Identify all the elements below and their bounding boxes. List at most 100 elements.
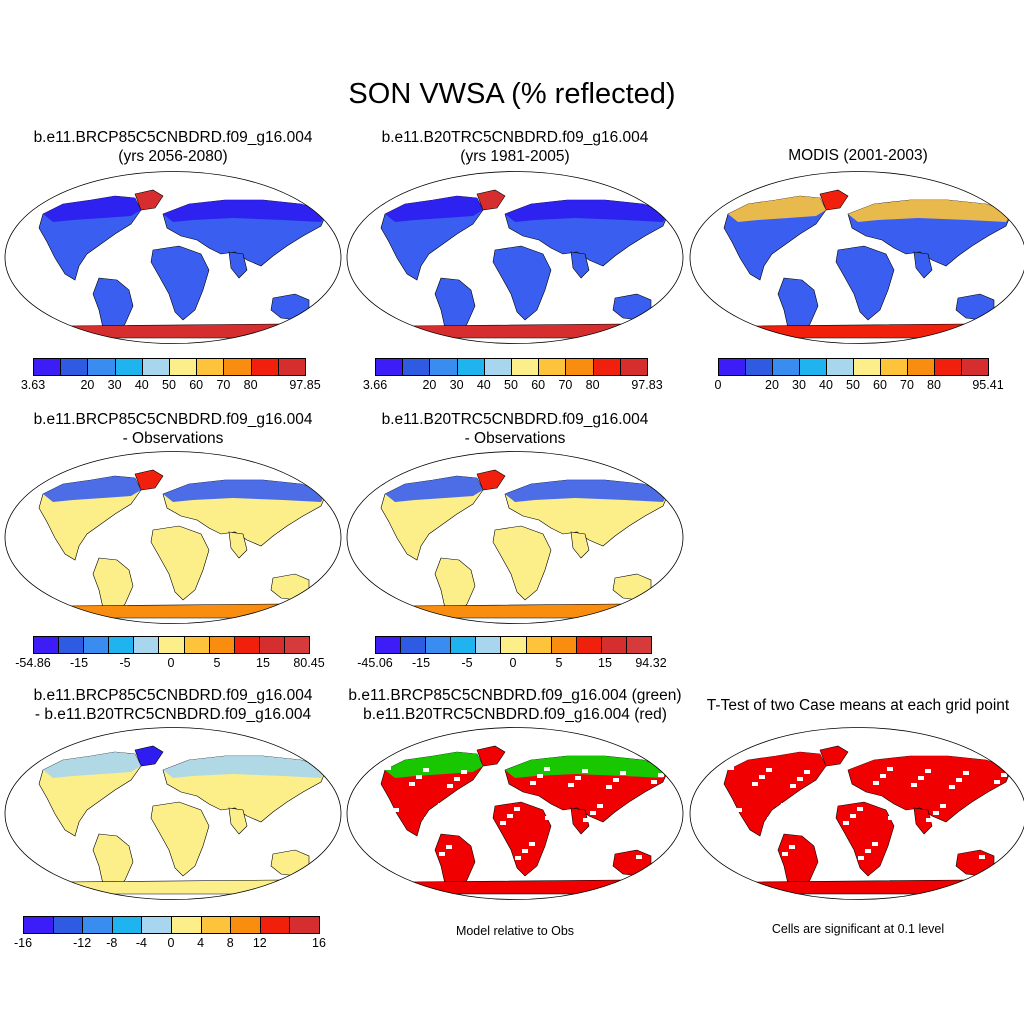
insignificant-cell	[736, 808, 742, 812]
insignificant-cell	[789, 845, 795, 849]
colorbar-swatch	[961, 358, 989, 376]
insignificant-cell	[911, 783, 917, 787]
world-map-observations	[689, 171, 1024, 344]
landmass-antarctica	[406, 603, 624, 619]
colorbar-swatch	[289, 916, 320, 934]
colorbar-tick-label: 3.66	[362, 378, 388, 392]
colorbar-swatch	[141, 358, 170, 376]
panel-title-line-2: b.e11.B20TRC5CNBDRD.f09_g16.004 (red)	[363, 706, 667, 723]
insignificant-cell	[469, 812, 475, 816]
insignificant-cell	[994, 780, 1000, 784]
landmass-southAsia	[570, 531, 590, 559]
insignificant-cell	[439, 852, 445, 856]
colorbar-tick-label: 94.32	[635, 656, 667, 670]
landmass-africa	[835, 801, 895, 877]
insignificant-cell	[865, 849, 871, 853]
colorbar-swatch	[718, 358, 746, 376]
colorbar-tick-label: 30	[792, 378, 806, 392]
insignificant-cell	[416, 775, 422, 779]
landmass-antarctica	[406, 323, 624, 339]
colorbar-swatch	[58, 636, 85, 654]
colorbar-swatch	[108, 636, 135, 654]
colorbar-swatch	[550, 636, 577, 654]
colorbar-tick-label: -8	[106, 936, 118, 950]
landmass-antarctica	[64, 323, 282, 339]
insignificant-cell	[476, 805, 482, 809]
insignificant-cell	[971, 813, 977, 817]
colorbar-swatch	[511, 358, 540, 376]
insignificant-cell	[880, 774, 886, 778]
insignificant-cell	[621, 820, 627, 824]
colorbar-swatch	[880, 358, 908, 376]
colorbar-tick-label: 95.41	[972, 378, 1004, 392]
insignificant-cell	[394, 857, 400, 861]
insignificant-cell	[454, 777, 460, 781]
landmass-southAsia	[570, 251, 590, 279]
colorbar-tick-label: 60	[531, 378, 546, 392]
landmass-southAsia	[570, 807, 590, 835]
colorbar-tick-label: 12	[252, 936, 267, 950]
colorbar-tick-label: -54.86	[15, 656, 51, 670]
colorbar-tick-label: 97.85	[289, 378, 321, 392]
colorbar-swatch	[258, 636, 285, 654]
panel-title-line-2: (yrs 2056-2080)	[118, 148, 228, 165]
insignificant-cell	[887, 767, 893, 771]
map-border	[689, 171, 1024, 344]
insignificant-cell	[628, 813, 634, 817]
colorbar-tick-label: 80	[927, 378, 941, 392]
colorbar-swatch	[565, 358, 594, 376]
insignificant-cell	[895, 809, 901, 813]
world-map-case1-minus-obs	[4, 451, 342, 624]
insignificant-cell	[964, 820, 970, 824]
insignificant-cell	[979, 855, 985, 859]
landmass-africa	[150, 801, 210, 877]
colorbar-tick-label: 0	[509, 656, 517, 670]
insignificant-cell	[781, 803, 787, 807]
insignificant-cell	[423, 768, 429, 772]
insignificant-cell	[858, 856, 864, 860]
landmass-greenland	[134, 189, 164, 211]
landmass-africa	[150, 525, 210, 601]
landmass-greenland	[476, 189, 506, 211]
insignificant-cell	[605, 846, 611, 850]
insignificant-cell	[545, 816, 551, 820]
insignificant-cell	[775, 859, 781, 863]
insignificant-cell	[658, 773, 664, 777]
landmass-africa	[492, 245, 552, 321]
insignificant-cell	[752, 782, 758, 786]
insignificant-cell	[446, 845, 452, 849]
insignificant-cell	[522, 849, 528, 853]
panel-title-line-2: (yrs 1981-2005)	[460, 148, 570, 165]
panel-title-line-1: b.e11.BRCP85C5CNBDRD.f09_g16.004	[33, 129, 313, 146]
colorbar-case1-minus-case2: -16 -12 -8 -4 0 4 8 12 16	[14, 916, 326, 950]
colorbar-tick-label: -4	[135, 936, 147, 950]
insignificant-cell	[636, 855, 642, 859]
insignificant-cell	[424, 817, 430, 821]
colorbar-tick-label: 50	[162, 378, 176, 392]
colorbar-swatch	[183, 636, 210, 654]
insignificant-cell	[843, 821, 849, 825]
colorbar-tick-label: 70	[216, 378, 231, 392]
insignificant-cell	[790, 784, 796, 788]
insignificant-cell	[751, 843, 757, 847]
landmass-africa	[150, 245, 210, 321]
colorbar-swatch	[82, 916, 113, 934]
insignificant-cell	[560, 851, 566, 855]
insignificant-cell	[978, 806, 984, 810]
world-map-case1	[4, 171, 342, 344]
insignificant-cell	[477, 854, 483, 858]
insignificant-cell	[393, 808, 399, 812]
panel-title-line-1: b.e11.BRCP85C5CNBDRD.f09_g16.004	[33, 687, 313, 704]
colorbar-tick-label: 40	[476, 378, 491, 392]
high-latitude-band	[43, 476, 327, 502]
landmass-africa	[492, 801, 552, 877]
insignificant-cell	[659, 822, 665, 826]
insignificant-cell	[925, 769, 931, 773]
insignificant-cell	[385, 766, 391, 770]
colorbar-tick-label: 15	[598, 656, 612, 670]
panel-title-line-1: b.e11.B20TRC5CNBDRD.f09_g16.004	[381, 411, 649, 428]
insignificant-cell	[918, 776, 924, 780]
colorbar-swatch	[625, 636, 652, 654]
insignificant-cell	[431, 810, 437, 814]
panel-title-line-1: b.e11.BRCP85C5CNBDRD.f09_g16.004 (green)	[348, 687, 682, 704]
